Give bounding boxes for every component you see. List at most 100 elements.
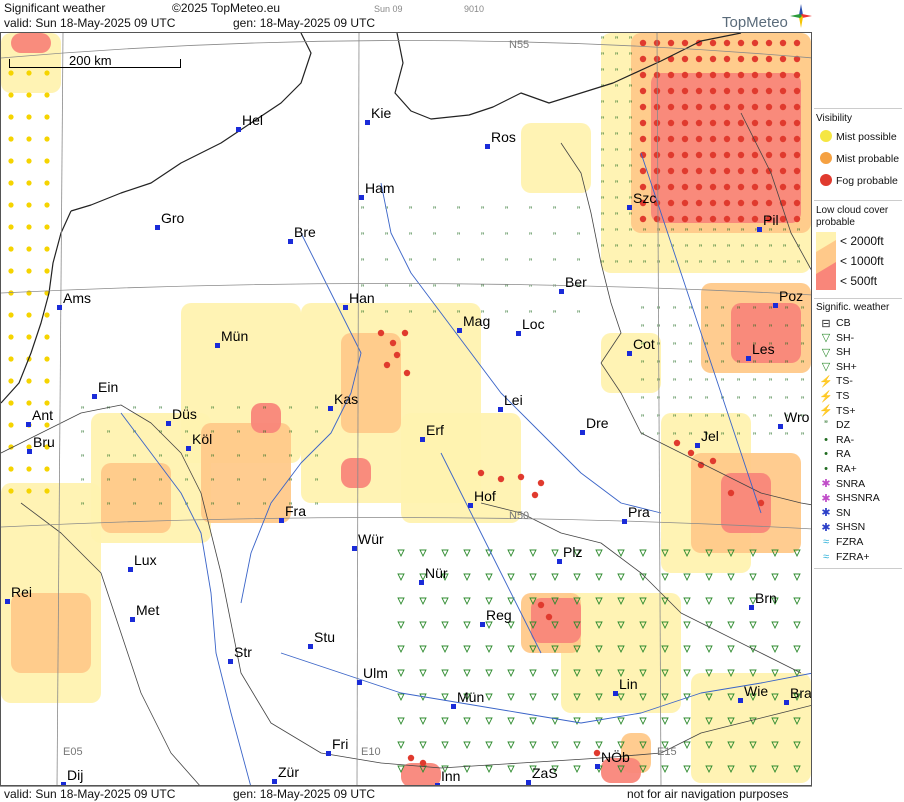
city-label: Kie — [371, 105, 392, 121]
drizzle-icon: ” — [159, 453, 162, 463]
shower-icon — [793, 597, 801, 606]
fog-icon — [639, 71, 647, 79]
fog-icon — [383, 361, 391, 369]
mist-icon — [26, 158, 32, 164]
shower-icon — [507, 741, 515, 750]
shower-icon — [771, 693, 779, 702]
fog-icon — [695, 87, 703, 95]
fog-icon — [723, 199, 731, 207]
city-marker-icon — [468, 503, 473, 508]
city-label: Ros — [491, 129, 516, 145]
city-marker-icon — [186, 446, 191, 451]
fog-icon — [517, 473, 525, 481]
city-marker-icon — [365, 120, 370, 125]
fog-icon — [709, 119, 717, 127]
shower-icon — [463, 597, 471, 606]
mist-icon — [8, 488, 14, 494]
fog-icon — [403, 369, 411, 377]
fog-icon — [793, 119, 801, 127]
fog-icon — [653, 183, 661, 191]
shower-icon — [529, 693, 537, 702]
shower-icon — [419, 669, 427, 678]
shower-icon — [617, 645, 625, 654]
fog-icon — [723, 183, 731, 191]
shower-icon — [551, 693, 559, 702]
fog-icon — [793, 135, 801, 143]
city-marker-icon — [288, 239, 293, 244]
fog-icon — [709, 39, 717, 47]
fog-icon — [681, 135, 689, 143]
sigwx-7-row: ” DZ — [816, 418, 850, 432]
fog-icon — [765, 119, 773, 127]
drizzle-icon: ” — [705, 305, 708, 315]
city-marker-icon — [343, 305, 348, 310]
fog-icon — [681, 87, 689, 95]
legend-label: TS — [836, 390, 850, 402]
shower-icon — [771, 669, 779, 678]
scale-label: 200 km — [69, 53, 112, 68]
drizzle-icon: ” — [185, 477, 188, 487]
drizzle-icon: ” — [741, 259, 744, 269]
mist-icon — [8, 246, 14, 252]
time-tab[interactable]: Sun 09 — [374, 4, 403, 14]
city-marker-icon — [695, 443, 700, 448]
drizzle-icon: ” — [159, 405, 162, 415]
mist-icon — [8, 400, 14, 406]
cloud-area — [651, 73, 801, 223]
weather-map[interactable]: ” ” ” ” ” ” ” ” ” ” ” ” ” ” ” ” ” ” ” ” ” ” ” ” ” ” ” ” ” ” ” ” ” ” ” ” ” ” ” ”… — [0, 32, 812, 786]
shower-icon — [683, 549, 691, 558]
mist-icon — [26, 268, 32, 274]
drizzle-icon: ” — [753, 305, 756, 315]
drizzle-icon: ” — [657, 431, 660, 441]
mist-icon — [8, 378, 14, 384]
fog-icon — [695, 103, 703, 111]
drizzle-icon: ” — [673, 413, 676, 423]
drizzle-icon: ” — [577, 231, 580, 241]
shower-icon — [551, 717, 559, 726]
city-label: Ant — [32, 407, 54, 423]
drizzle-icon: ” — [629, 131, 632, 141]
shower-icon — [441, 621, 449, 630]
drizzle-icon: ” — [689, 395, 692, 405]
drizzle-icon: ” — [159, 477, 162, 487]
legend-label: SNRA — [836, 477, 866, 490]
fog-icon — [723, 71, 731, 79]
drizzle-icon: ” — [433, 231, 436, 241]
drizzle-icon: ” — [315, 405, 318, 415]
shower-icon — [727, 573, 735, 582]
mist-icon — [44, 488, 50, 494]
legend-divider — [814, 108, 902, 109]
fog-icon — [765, 199, 773, 207]
city-label: Bre — [294, 224, 316, 240]
shower-icon — [507, 717, 515, 726]
drizzle-icon: ” — [689, 323, 692, 333]
shower-icon — [793, 741, 801, 750]
legend-label: SH — [836, 346, 851, 359]
city-label: Wie — [744, 683, 769, 699]
city-label: Erf — [426, 422, 444, 438]
city-marker-icon — [557, 559, 562, 564]
shower-icon — [727, 741, 735, 750]
fog-icon — [751, 103, 759, 111]
shower-icon — [793, 669, 801, 678]
mist-icon — [26, 334, 32, 340]
shower-icon — [617, 669, 625, 678]
city-marker-icon — [627, 205, 632, 210]
shower-icon — [639, 693, 647, 702]
fog-icon — [401, 329, 409, 337]
drizzle-icon: ” — [673, 377, 676, 387]
shower-icon — [683, 717, 691, 726]
sigwx-2-row: ▽ SH — [816, 345, 851, 359]
shower-icon — [419, 621, 427, 630]
city-label: Bru — [33, 434, 55, 450]
drizzle-icon: ” — [289, 453, 292, 463]
shower-icon — [727, 597, 735, 606]
city-marker-icon — [757, 227, 762, 232]
city-marker-icon — [236, 127, 241, 132]
mist-icon — [44, 92, 50, 98]
drizzle-icon: ” — [629, 163, 632, 173]
shower-icon — [639, 765, 647, 774]
shower-icon — [397, 669, 405, 678]
drizzle-icon: ” — [433, 283, 436, 293]
city-marker-icon — [435, 783, 440, 785]
